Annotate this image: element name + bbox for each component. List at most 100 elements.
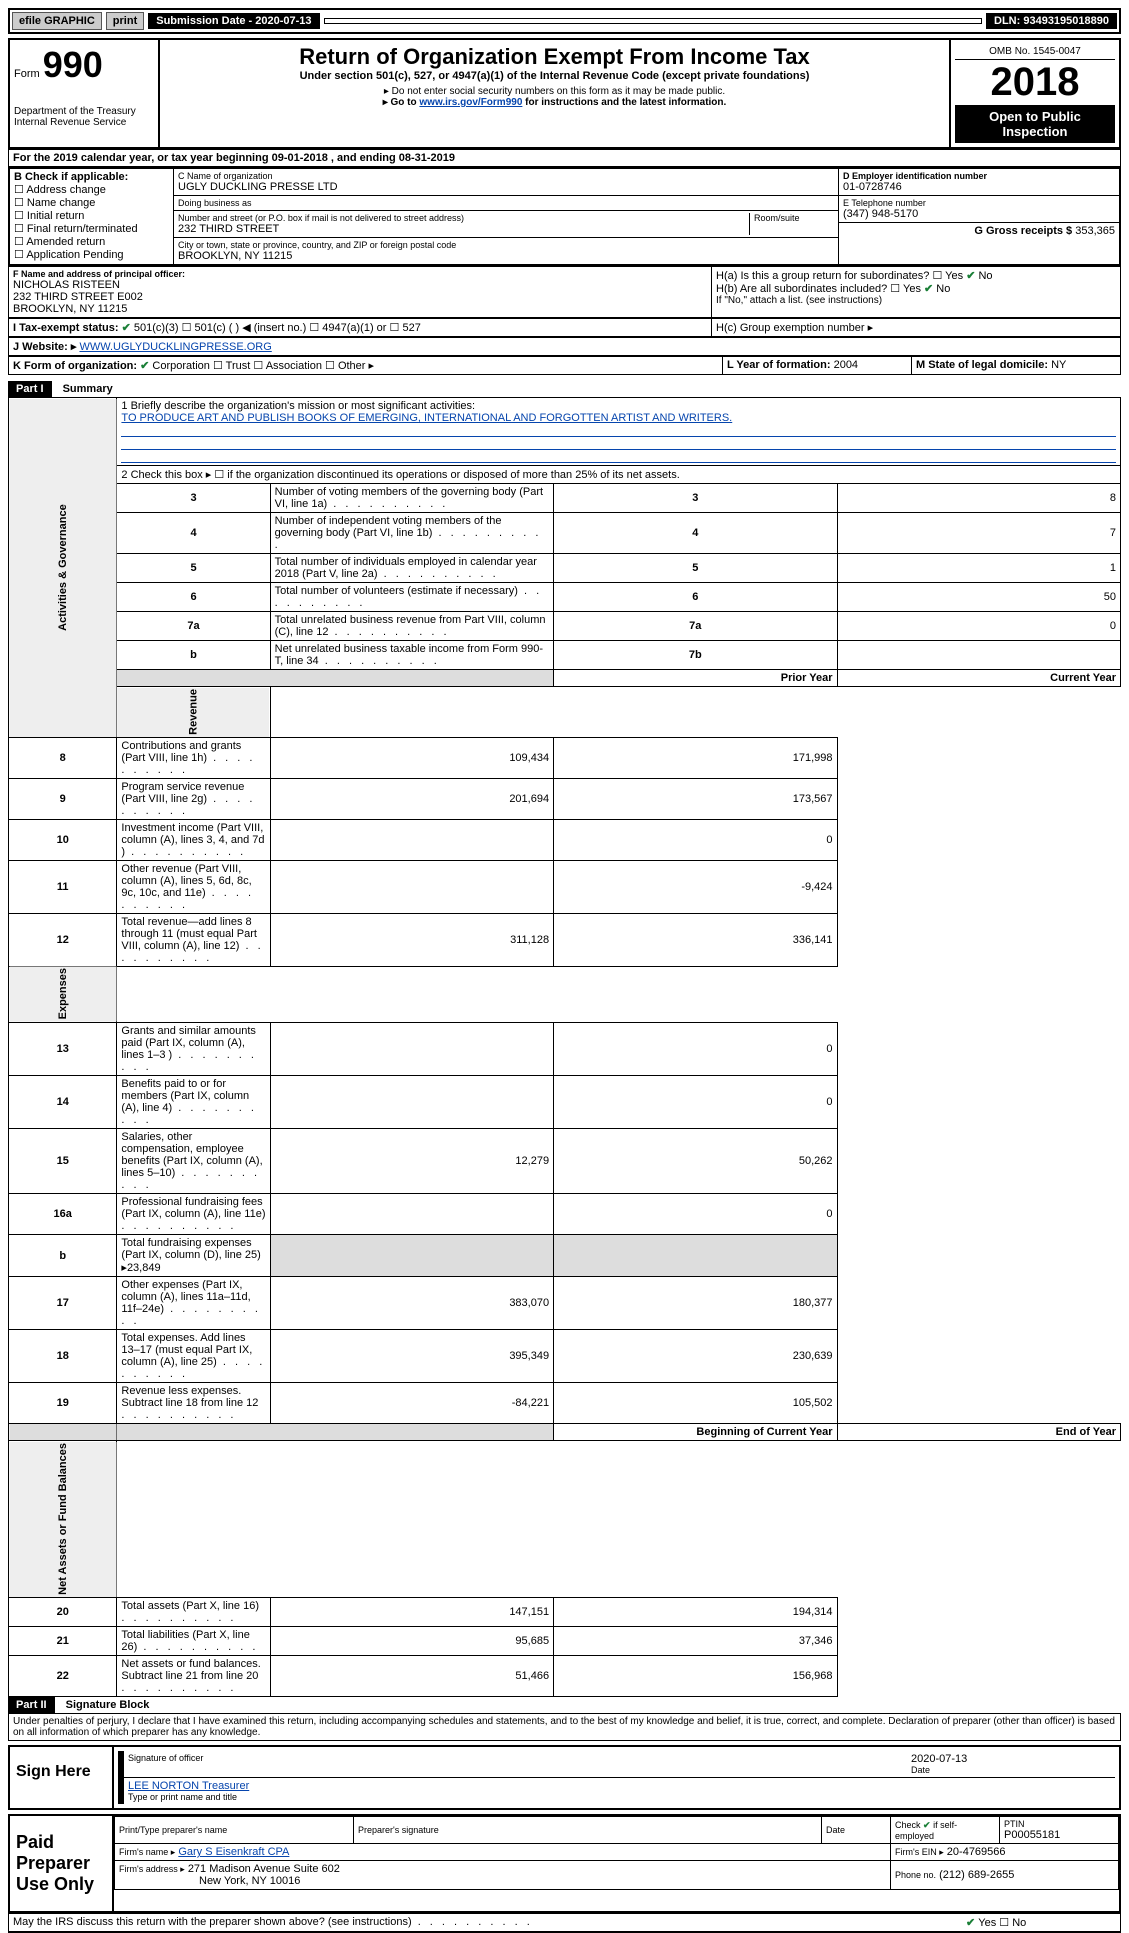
col-b: B Check if applicable: Address change Na… (10, 169, 174, 264)
addr-label: Number and street (or P.O. box if mail i… (178, 213, 749, 223)
street: 232 THIRD STREET (178, 223, 749, 235)
form-subtitle: Under section 501(c), 527, or 4947(a)(1)… (164, 70, 945, 82)
side-ag: Activities & Governance (9, 398, 117, 738)
chk-amended[interactable]: Amended return (14, 235, 169, 248)
hb-yes[interactable]: Yes (890, 283, 921, 295)
row-9: 9Program service revenue (Part VIII, lin… (9, 778, 1121, 819)
row-21: 21Total liabilities (Part X, line 26)95,… (9, 1627, 1121, 1656)
discuss-no[interactable]: No (999, 1917, 1026, 1929)
row-13: 13Grants and similar amounts paid (Part … (9, 1023, 1121, 1076)
officer-print: LEE NORTON Treasurer (128, 1780, 1111, 1792)
klm-row: K Form of organization: Corporation Trus… (8, 356, 1121, 375)
perjury: Under penalties of perjury, I declare th… (8, 1713, 1121, 1741)
row-4: 4Number of independent voting members of… (9, 513, 1121, 554)
officer-name: NICHOLAS RISTEEN (13, 279, 707, 291)
sigblock-label: Signature Block (66, 1699, 150, 1711)
self-emp-check[interactable] (923, 1820, 933, 1830)
dln: DLN: 93493195018890 (986, 13, 1117, 29)
firm-ein: 20-4769566 (947, 1846, 1006, 1858)
firm-label: Firm's name ▸ (119, 1847, 175, 1857)
i-row: I Tax-exempt status: 501(c)(3) 501(c) ( … (8, 318, 1121, 337)
sig-date: 2020-07-13 (911, 1753, 1111, 1765)
footer: For Paperwork Reduction Act Notice, see … (8, 1932, 1121, 1933)
sign-here: Sign Here (10, 1747, 114, 1808)
ha: H(a) Is this a group return for subordin… (716, 269, 1116, 282)
hc: H(c) Group exemption number ▸ (712, 319, 1120, 336)
phone: (347) 948-5170 (843, 208, 1115, 220)
chk-address[interactable]: Address change (14, 183, 169, 196)
room-label: Room/suite (749, 213, 834, 235)
submission-date: Submission Date - 2020-07-13 (148, 13, 319, 29)
sig-date-label: Date (911, 1765, 1111, 1775)
website-link[interactable]: WWW.UGLYDUCKLINGPRESSE.ORG (79, 341, 271, 353)
row-b: bTotal fundraising expenses (Part IX, co… (9, 1235, 1121, 1277)
k-label: K Form of organization: (13, 360, 137, 372)
firm-name[interactable]: Gary S Eisenkraft CPA (178, 1846, 289, 1858)
k-assoc[interactable]: Association (253, 360, 322, 372)
ein: 01-0728746 (843, 181, 1115, 193)
part1-label: Part I (8, 381, 52, 397)
firm-addr2: New York, NY 10016 (199, 1875, 300, 1887)
hb-no[interactable]: No (924, 283, 950, 295)
chk-final[interactable]: Final return/terminated (14, 222, 169, 235)
paid-prep: Paid Preparer Use Only (10, 1816, 114, 1911)
ha-no[interactable]: No (966, 270, 992, 282)
i-527[interactable]: 527 (390, 322, 421, 334)
form-title: Return of Organization Exempt From Incom… (164, 44, 945, 70)
row-22: 22Net assets or fund balances. Subtract … (9, 1656, 1121, 1697)
discuss-text: May the IRS discuss this return with the… (9, 1914, 962, 1931)
form-number: 990 (43, 44, 103, 85)
row-16a: 16aProfessional fundraising fees (Part I… (9, 1194, 1121, 1235)
officer-addr2: BROOKLYN, NY 11215 (13, 303, 707, 315)
side-rev: Revenue (117, 687, 270, 738)
m-label: M State of legal domicile: (916, 359, 1048, 371)
k-trust[interactable]: Trust (213, 360, 250, 372)
efile-button[interactable]: efile GRAPHIC (12, 12, 102, 30)
col-c: C Name of organization UGLY DUCKLING PRE… (174, 169, 838, 264)
k-corp[interactable]: Corporation (140, 360, 210, 372)
firm-addr-label: Firm's address ▸ (119, 1864, 185, 1874)
b-label: B Check if applicable: (14, 171, 169, 183)
g-label: G Gross receipts $ (974, 225, 1072, 237)
ha-yes[interactable]: Yes (932, 270, 963, 282)
f-label: F Name and address of principal officer: (13, 269, 707, 279)
side-na: Net Assets or Fund Balances (9, 1441, 117, 1598)
prep-h1: Print/Type preparer's name (115, 1817, 354, 1844)
row-7b: bNet unrelated business taxable income f… (9, 641, 1121, 670)
chk-initial[interactable]: Initial return (14, 209, 169, 222)
prep-h2: Preparer's signature (354, 1817, 822, 1844)
entity-block: B Check if applicable: Address change Na… (8, 167, 1121, 266)
ein-label: Firm's EIN ▸ (895, 1847, 944, 1857)
chk-name[interactable]: Name change (14, 196, 169, 209)
j-label: J Website: ▸ (13, 341, 76, 353)
i-4947[interactable]: 4947(a)(1) or (309, 322, 386, 334)
k-other[interactable]: Other ▸ (325, 360, 374, 372)
omb: OMB No. 1545-0047 (955, 44, 1115, 60)
discuss-yes[interactable]: Yes (966, 1917, 996, 1929)
header-right: OMB No. 1545-0047 2018 Open to Public In… (949, 40, 1119, 147)
row-a: For the 2019 calendar year, or tax year … (8, 149, 1121, 167)
i-501c3[interactable]: 501(c)(3) (122, 322, 179, 334)
summary-table: Activities & Governance 1 Briefly descri… (8, 397, 1121, 1697)
e-label: E Telephone number (843, 198, 1115, 208)
row-12: 12Total revenue—add lines 8 through 11 (… (9, 913, 1121, 966)
col-d: D Employer identification number 01-0728… (838, 169, 1119, 264)
row-5: 5Total number of individuals employed in… (9, 554, 1121, 583)
row-19: 19Revenue less expenses. Subtract line 1… (9, 1383, 1121, 1424)
row-7a: 7aTotal unrelated business revenue from … (9, 612, 1121, 641)
row-3: 3Number of voting members of the governi… (9, 484, 1121, 513)
ptin: P00055181 (1004, 1829, 1114, 1841)
ptin-label: PTIN (1004, 1819, 1114, 1829)
irs-link[interactable]: www.irs.gov/Form990 (419, 97, 522, 108)
d-label: D Employer identification number (843, 171, 1115, 181)
top-bar: efile GRAPHIC print Submission Date - 20… (8, 8, 1121, 34)
summary-label: Summary (63, 383, 113, 395)
mission-text: TO PRODUCE ART AND PUBLISH BOOKS OF EMER… (121, 412, 1116, 424)
row-6: 6Total number of volunteers (estimate if… (9, 583, 1121, 612)
i-501c[interactable]: 501(c) ( ) ◀ (insert no.) (182, 322, 307, 334)
print-button[interactable]: print (106, 12, 144, 30)
line2: 2 Check this box ▸ ☐ if the organization… (117, 466, 1121, 484)
domicile: NY (1051, 359, 1066, 371)
preparer-block: Paid Preparer Use Only Print/Type prepar… (8, 1814, 1121, 1913)
chk-pending[interactable]: Application Pending (14, 248, 169, 261)
